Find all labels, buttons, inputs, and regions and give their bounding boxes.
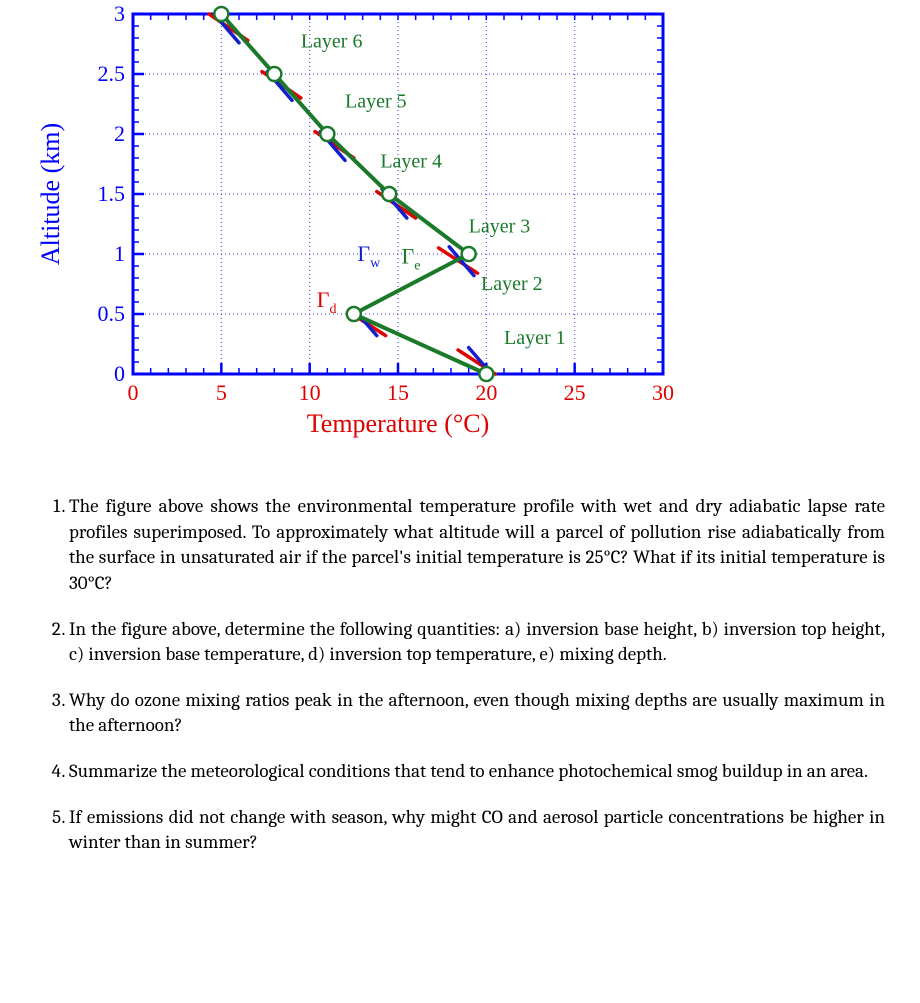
svg-text:Γe: Γe — [402, 244, 421, 274]
svg-text:2: 2 — [114, 121, 125, 146]
layer-label-2: Layer 2 — [481, 273, 543, 295]
layer-label-1: Layer 1 — [504, 327, 566, 349]
svg-text:20: 20 — [475, 380, 497, 405]
svg-text:25: 25 — [564, 380, 586, 405]
svg-text:1.5: 1.5 — [98, 181, 126, 206]
svg-text:2.5: 2.5 — [98, 61, 126, 86]
layer-label-4: Layer 4 — [380, 151, 442, 173]
svg-text:15: 15 — [387, 380, 409, 405]
svg-text:3: 3 — [114, 1, 125, 26]
question-3: Why do ozone mixing ratios peak in the a… — [69, 688, 885, 739]
question-1: The figure above shows the environmental… — [69, 494, 885, 597]
svg-text:Γd: Γd — [317, 287, 337, 317]
question-5: If emissions did not change with season,… — [69, 805, 885, 856]
y-axis-label: Altitude (km) — [36, 123, 65, 265]
svg-text:1: 1 — [114, 241, 125, 266]
svg-text:0.5: 0.5 — [98, 301, 126, 326]
svg-text:0: 0 — [114, 361, 125, 386]
layer-label-3: Layer 3 — [469, 215, 531, 237]
svg-text:5: 5 — [216, 380, 227, 405]
svg-text:30: 30 — [652, 380, 674, 405]
svg-text:Γw: Γw — [357, 241, 381, 271]
svg-text:10: 10 — [299, 380, 321, 405]
question-list: The figure above shows the environmental… — [35, 494, 885, 856]
layer-label-5: Layer 5 — [345, 91, 407, 113]
question-4: Summarize the meteorological conditions … — [69, 759, 885, 785]
x-axis-label: Temperature (°C) — [307, 409, 490, 438]
chart-container: 0 5 10 15 20 25 30 0 0.5 1 1.5 2 2.5 3 Temperature (°C… — [35, 0, 675, 464]
svg-text:0: 0 — [128, 380, 139, 405]
question-2: In the figure above, determine the follo… — [69, 617, 885, 668]
layer-label-6: Layer 6 — [301, 31, 363, 53]
lapse-rate-chart: 0 5 10 15 20 25 30 0 0.5 1 1.5 2 2.5 3 Temperature (°C… — [35, 0, 675, 460]
